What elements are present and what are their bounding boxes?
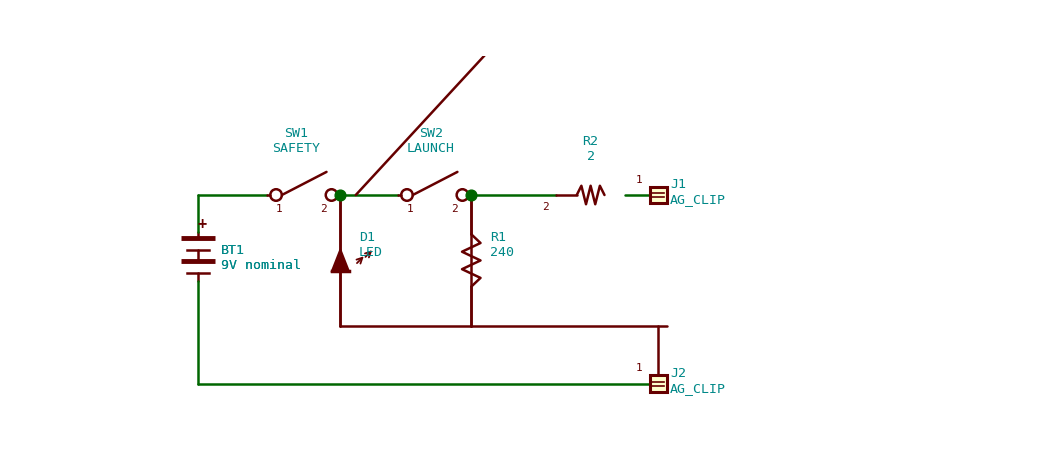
Text: J1
AG_CLIP: J1 AG_CLIP: [670, 178, 726, 206]
Text: 1: 1: [407, 204, 414, 214]
Bar: [650, 187, 667, 204]
Text: 1: 1: [636, 363, 642, 373]
Text: +: +: [197, 217, 207, 232]
Bar: [650, 375, 667, 392]
Text: 2: 2: [541, 202, 549, 212]
Text: 2: 2: [451, 204, 458, 214]
Text: BT1
9V nominal: BT1 9V nominal: [221, 244, 301, 272]
Point: [463, 191, 480, 199]
Polygon shape: [331, 250, 349, 271]
Point: [332, 191, 349, 199]
Text: R2
2: R2 2: [583, 135, 598, 163]
Text: 1: 1: [636, 174, 642, 185]
Text: 1: 1: [276, 204, 283, 214]
Text: 2: 2: [320, 204, 327, 214]
Text: R1
240: R1 240: [489, 231, 513, 259]
Text: D1
LED: D1 LED: [358, 231, 382, 259]
Text: SW2
LAUNCH: SW2 LAUNCH: [407, 127, 455, 155]
Text: BT1
9V nominal: BT1 9V nominal: [221, 244, 301, 272]
Text: J2
AG_CLIP: J2 AG_CLIP: [670, 367, 726, 395]
Text: SW1
SAFETY: SW1 SAFETY: [272, 127, 320, 155]
